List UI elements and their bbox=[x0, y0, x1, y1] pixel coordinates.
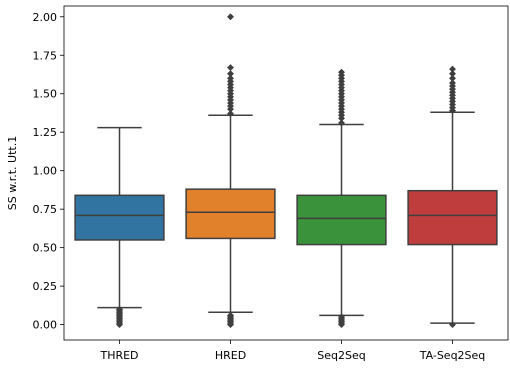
iqr-box bbox=[185, 188, 276, 240]
outlier-point bbox=[337, 68, 346, 76]
y-tick-label: 1.75 bbox=[33, 49, 58, 62]
y-tick-label: 0.75 bbox=[33, 203, 58, 216]
outlier-point bbox=[337, 313, 346, 321]
iqr-box bbox=[407, 189, 498, 246]
y-tick-label: 0.00 bbox=[33, 319, 58, 332]
outlier-point bbox=[226, 13, 235, 21]
box-group-thred bbox=[74, 126, 165, 329]
outlier-point bbox=[448, 321, 457, 329]
y-tick-label: 1.25 bbox=[33, 126, 58, 139]
outlier-point bbox=[226, 70, 235, 78]
x-tick-label: THRED bbox=[99, 349, 138, 362]
y-tick-label: 0.50 bbox=[33, 242, 58, 255]
y-tick-label: 1.50 bbox=[33, 88, 58, 101]
outlier-point bbox=[448, 74, 457, 82]
outlier-point bbox=[226, 64, 235, 72]
x-tick-label: TA-Seq2Seq bbox=[419, 349, 486, 362]
y-axis-label: SS w.r.t. Utt.1 bbox=[6, 136, 19, 210]
outlier-point bbox=[226, 311, 235, 319]
outlier-point bbox=[337, 119, 346, 127]
iqr-box bbox=[296, 194, 387, 246]
plot-layer bbox=[74, 13, 498, 329]
box-group-hred bbox=[185, 13, 276, 329]
outlier-point bbox=[448, 65, 457, 73]
box-group-seq2seq bbox=[296, 68, 387, 329]
y-tick-label: 1.00 bbox=[33, 165, 58, 178]
y-tick-label: 0.25 bbox=[33, 280, 58, 293]
outlier-point bbox=[226, 74, 235, 82]
box-group-ta-seq2seq bbox=[407, 65, 498, 329]
iqr-box bbox=[74, 194, 165, 241]
y-axis: 0.00 0.25 0.50 0.75 1.00 1.25 1.50 1.75 2.00 bbox=[33, 11, 64, 332]
outlier-point bbox=[448, 70, 457, 78]
x-axis: THRED HRED Seq2Seq TA-Seq2Seq bbox=[99, 340, 485, 362]
x-tick-label: HRED bbox=[215, 349, 246, 362]
outlier-point bbox=[115, 305, 124, 313]
outlier-point bbox=[226, 110, 235, 118]
y-tick-label: 2.00 bbox=[33, 11, 58, 24]
x-tick-label: Seq2Seq bbox=[317, 349, 365, 362]
outlier-point bbox=[448, 79, 457, 87]
plot-frame bbox=[63, 5, 509, 341]
